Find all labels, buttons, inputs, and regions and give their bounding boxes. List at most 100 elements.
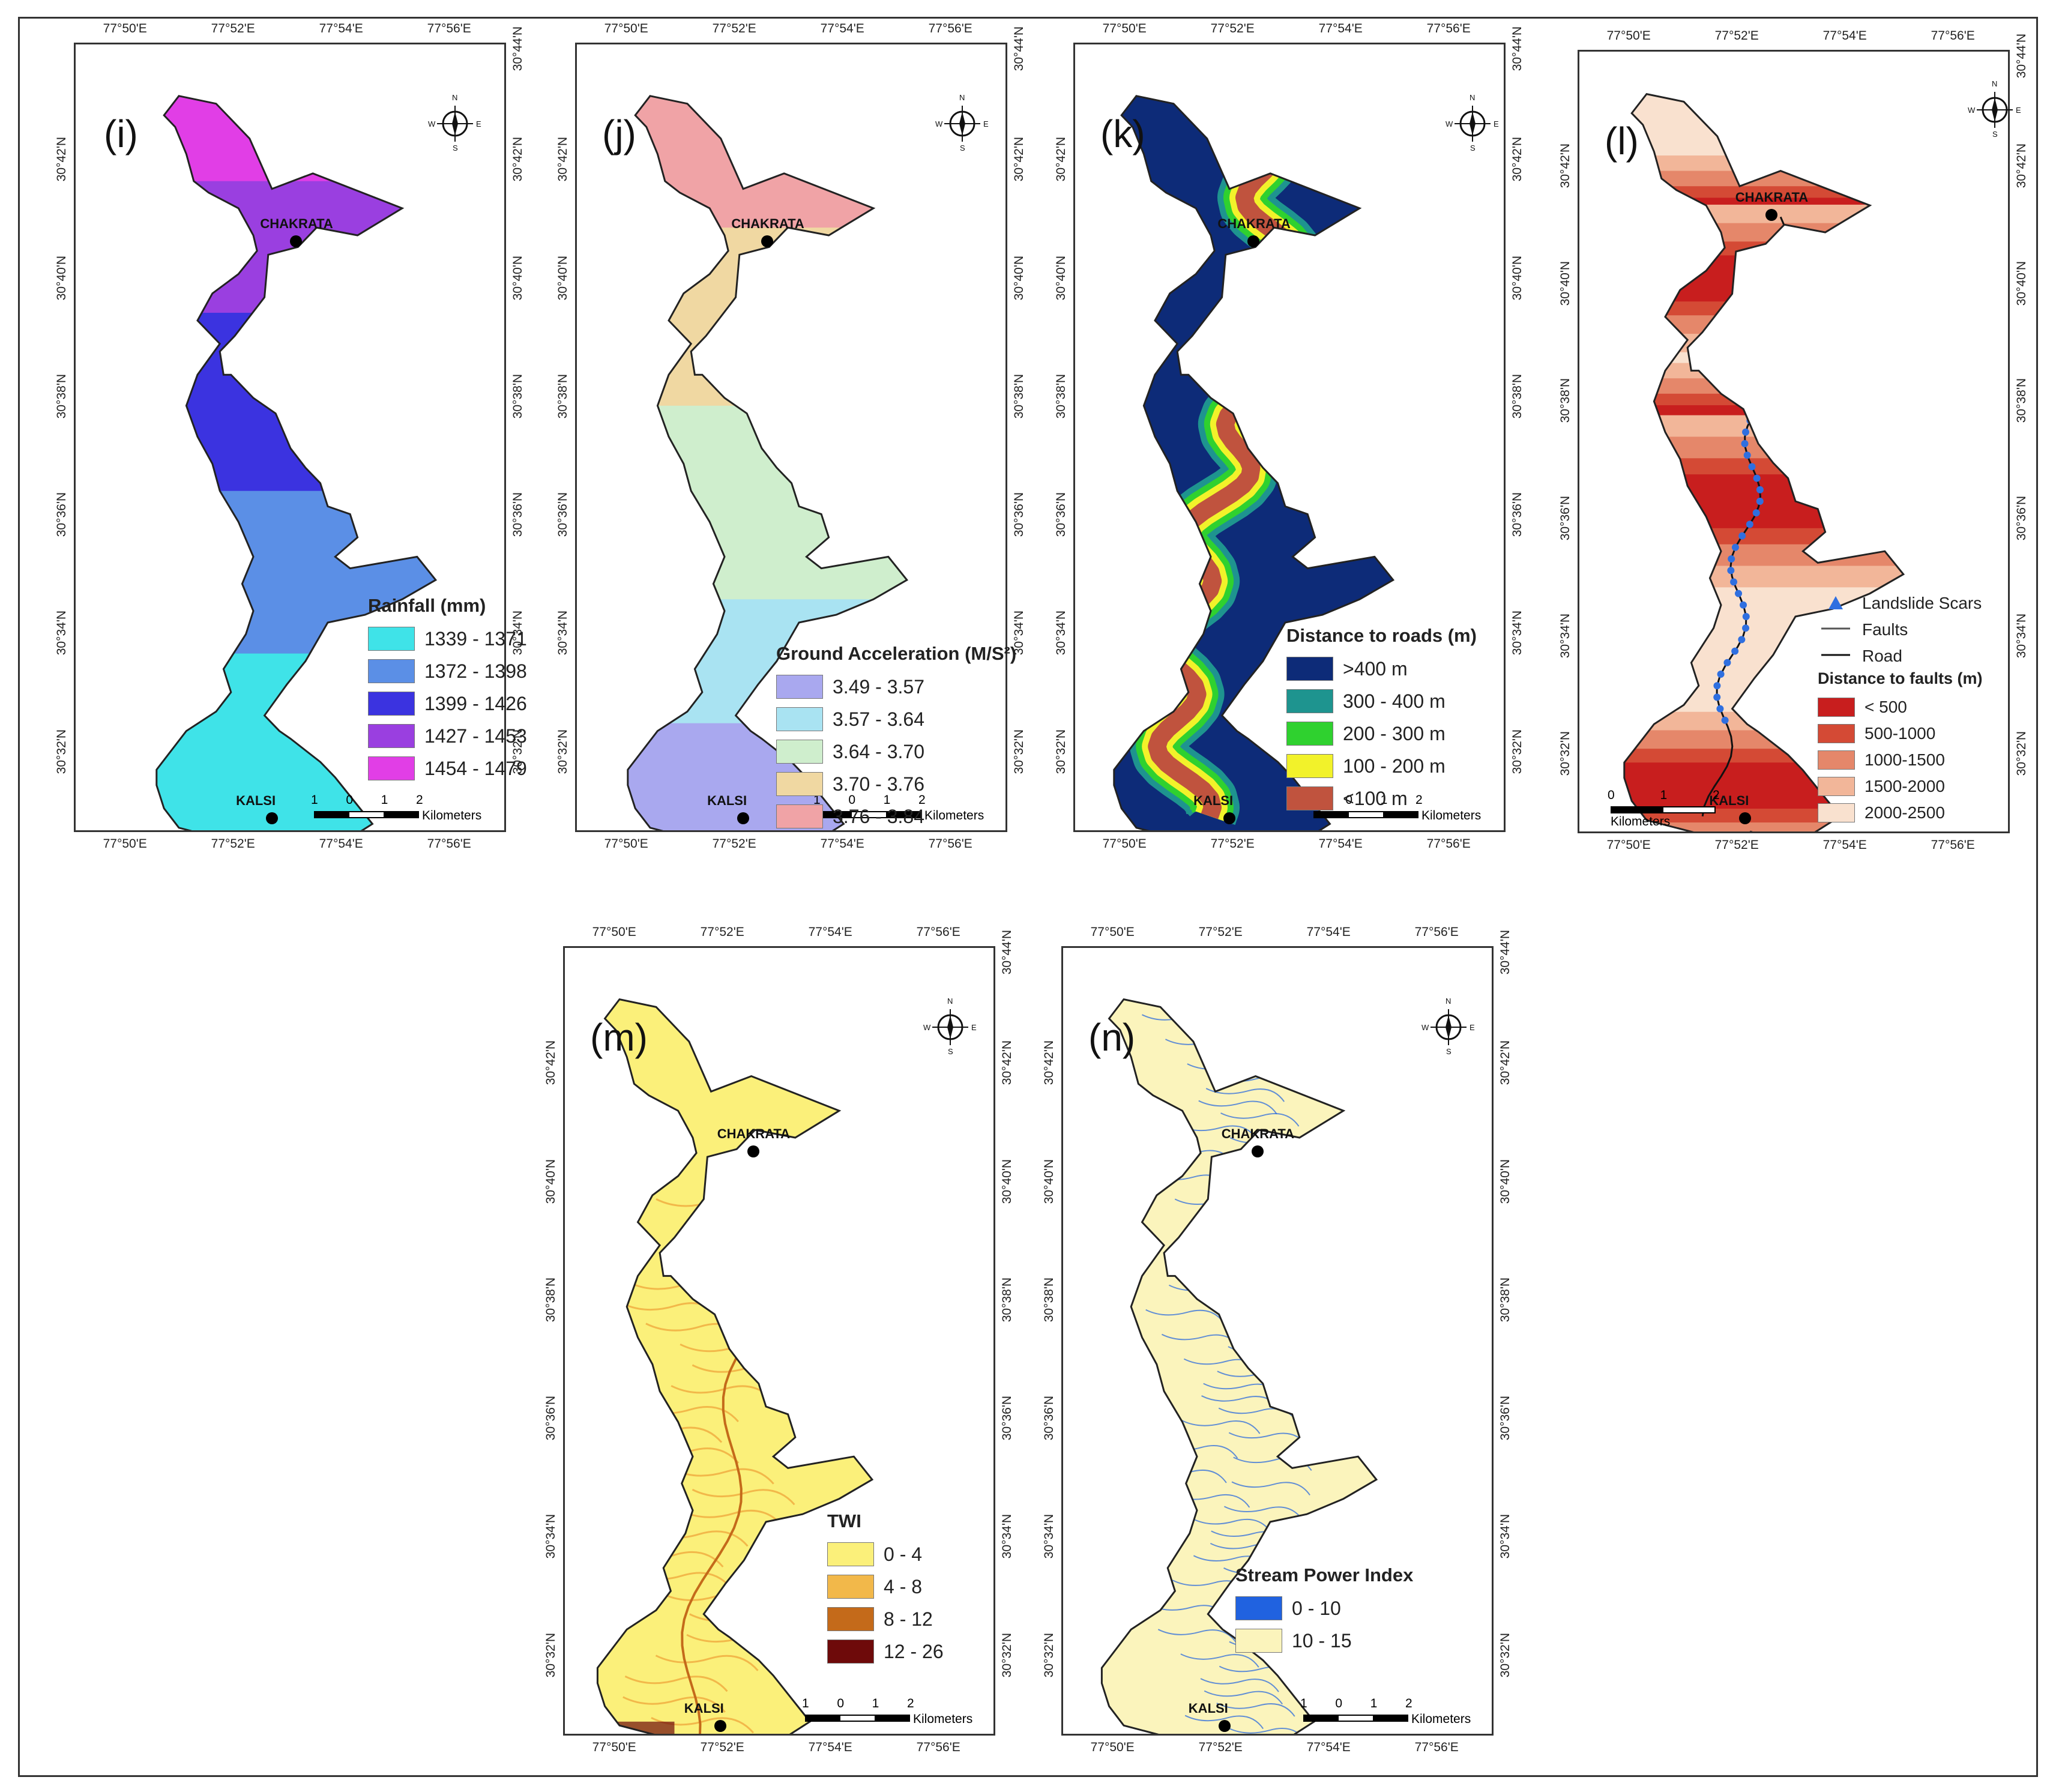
compass-s: S [948, 1047, 953, 1056]
stream-line [1181, 1420, 1261, 1434]
lon-tick-top: 77°56'E [916, 925, 960, 939]
lon-tick-bottom: 77°56'E [1426, 837, 1471, 851]
lat-tick-right: 30°44'N [1510, 26, 1524, 71]
lat-tick-right: 30°36'N [511, 492, 525, 537]
scale-segment [1315, 812, 1349, 817]
scale-segment [1612, 807, 1663, 812]
lon-tick-top: 77°50'E [604, 22, 648, 35]
scale-segment [886, 812, 920, 817]
lon-tick-top: 77°56'E [1426, 22, 1471, 35]
town-label-south: KALSI [707, 792, 747, 808]
legend-label: 3.49 - 3.57 [833, 675, 924, 698]
town-label-south: KALSI [684, 1701, 724, 1716]
town-label-north: CHAKRATA [717, 1126, 791, 1141]
lat-tick-left: 30°36'N [1054, 492, 1068, 537]
stream-line [1204, 1690, 1283, 1705]
landslide-scar [1727, 567, 1735, 575]
lat-tick-right: 30°44'N [2015, 34, 2028, 79]
legend-row: 300 - 400 m [1286, 685, 1477, 717]
lon-tick-top: 77°54'E [820, 22, 864, 35]
landslide-scar [1743, 451, 1751, 459]
lon-tick-top: 77°52'E [700, 925, 744, 939]
lon-tick-bottom: 77°50'E [1090, 1740, 1135, 1754]
compass-n: N [452, 93, 458, 102]
scale-bar-graphic [314, 811, 419, 818]
lat-tick-right: 30°34'N [2015, 613, 2028, 659]
compass-e: E [1470, 1023, 1475, 1032]
map-frame [1578, 50, 2010, 833]
legend-label: 1000-1500 [1865, 750, 1945, 769]
stream-line [1220, 1112, 1300, 1127]
map-frame [1061, 946, 1494, 1736]
scale-number: 0 [1345, 793, 1353, 807]
town-marker-south [266, 812, 279, 824]
lat-tick-left: 30°34'N [55, 611, 68, 656]
scale-numbers: 1 0 1 2 [1300, 1697, 1412, 1712]
legend-label: 10 - 15 [1292, 1629, 1352, 1652]
legend-swatch [368, 659, 415, 683]
map-panel-m: 77°50'E 77°50'E 77°52'E 77°52'E 77°54'E 77°54… [544, 925, 1031, 1772]
legend-label: 12 - 26 [884, 1640, 944, 1662]
stream-line [1200, 1678, 1279, 1692]
drainage-line [624, 1675, 728, 1692]
legend-swatch [827, 1542, 874, 1566]
landslide-scar [1756, 301, 1764, 309]
legend-row: 0 - 4 [827, 1538, 944, 1570]
lat-tick-right: 30°42'N [1498, 1040, 1512, 1085]
lat-tick-right: 30°42'N [1510, 137, 1524, 182]
landslide-scar [1756, 498, 1764, 505]
compass-e: E [2016, 106, 2021, 115]
lat-tick-right: 30°40'N [511, 255, 525, 300]
legend-label: 4 - 8 [884, 1575, 923, 1597]
lon-tick-bottom: 77°56'E [1931, 838, 1975, 852]
landslide-scar [1753, 474, 1761, 482]
landslide-scar [1752, 509, 1760, 517]
scale-unit: Kilometers [422, 809, 482, 822]
scale-number: 1 [802, 1697, 809, 1710]
lon-tick-top: 77°52'E [1714, 29, 1759, 43]
drainage-line [655, 1655, 759, 1671]
map-panel-k: 77°50'E 77°50'E 77°52'E 77°52'E 77°54'E 77°54… [1054, 22, 1542, 868]
compass-w: W [428, 119, 436, 128]
legend-row: 100 - 200 m [1286, 750, 1477, 782]
legend-label: 1454 - 1479 [424, 757, 527, 779]
stream-line [1145, 1309, 1225, 1324]
legend-swatch [827, 1640, 874, 1664]
landslide-scar [1768, 279, 1776, 286]
landslide-scar [1742, 613, 1750, 620]
legend-label: 500-1000 [1865, 724, 1936, 743]
scale-unit: Kilometers [924, 809, 984, 822]
legend: Rainfall (mm) 1339 - 1371 1372 - 1398 1399 … [368, 595, 527, 785]
scale-number: 1 [883, 793, 891, 807]
lat-tick-left: 30°42'N [556, 137, 570, 182]
triangle-icon [1818, 593, 1854, 614]
zone-1 [156, 181, 436, 313]
landslide-scar [1742, 624, 1750, 632]
legend-swatch [776, 772, 823, 796]
scale-number: 2 [1713, 788, 1720, 802]
lat-tick-right: 30°32'N [1498, 1632, 1512, 1677]
scale-number: 0 [837, 1697, 845, 1710]
town-marker-south [714, 1720, 726, 1733]
legend-label: 1399 - 1426 [424, 692, 527, 714]
scale-bar-graphic [1313, 811, 1418, 818]
lat-tick-right: 30°36'N [1498, 1396, 1512, 1441]
boundary-outline [155, 95, 438, 830]
legend-swatch [776, 740, 823, 764]
scale-segment [384, 812, 418, 817]
scale-segment [315, 812, 349, 817]
legend-title: Distance to faults (m) [1818, 669, 1983, 687]
lat-tick-right: 30°38'N [511, 373, 525, 419]
lat-tick-left: 30°40'N [1054, 255, 1068, 300]
lon-tick-top: 77°52'E [1210, 22, 1255, 35]
map-panel-i: 77°50'E 77°50'E 77°52'E 77°52'E 77°54'E 77°54… [55, 22, 542, 868]
legend-swatch [827, 1575, 874, 1599]
scale-segment [1383, 812, 1417, 817]
lon-tick-bottom: 77°56'E [916, 1740, 960, 1754]
stream-line [1231, 1186, 1310, 1201]
lon-tick-top: 77°52'E [211, 22, 255, 35]
stream-line [1208, 1235, 1288, 1250]
scale-bar: 1 0 1 2 Kilometers [1300, 1697, 1519, 1733]
drainage-line [679, 1509, 783, 1526]
lat-tick-right: 30°40'N [1012, 255, 1026, 300]
